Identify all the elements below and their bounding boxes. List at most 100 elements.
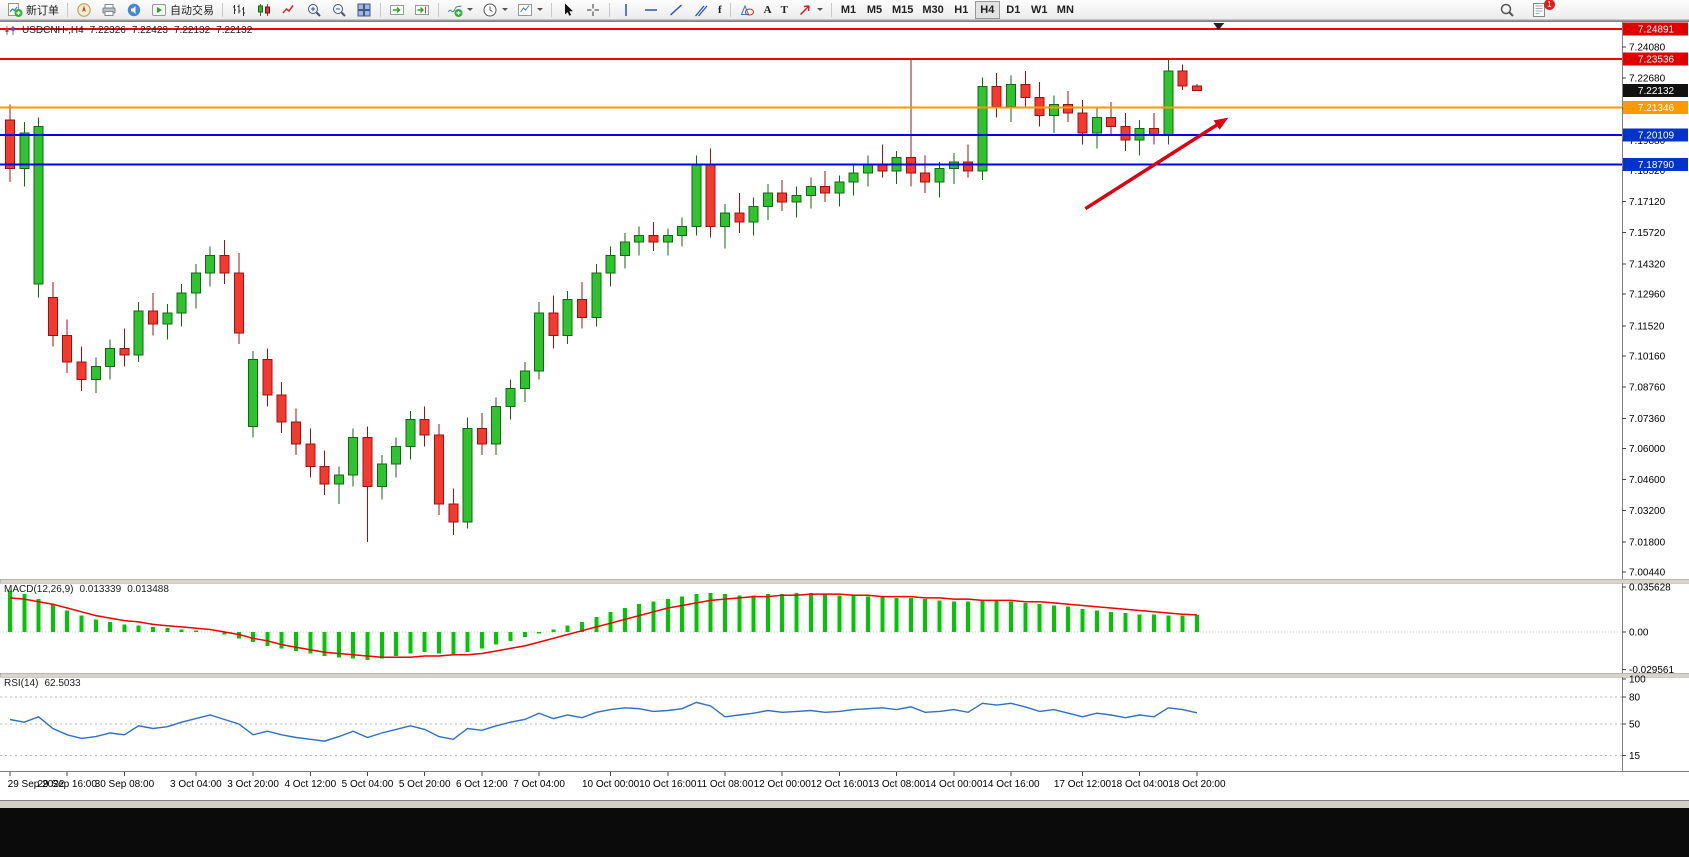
crosshair-button[interactable]: [581, 1, 605, 19]
news-badge: 1: [1544, 0, 1555, 10]
timeframe-m15[interactable]: M15: [888, 1, 917, 19]
zoom-in-icon: [308, 3, 321, 17]
auto-scroll-button[interactable]: [385, 1, 409, 19]
arrows-tool-button[interactable]: [793, 1, 827, 19]
candle-body: [548, 312, 559, 336]
search-icon: [1500, 3, 1514, 17]
candle-body: [1163, 70, 1174, 136]
template-chart-icon: [518, 3, 532, 16]
chart-canvas[interactable]: 7.240807.226807.212807.198807.185207.171…: [0, 21, 1689, 800]
timeframe-mn[interactable]: MN: [1053, 1, 1078, 19]
channel-button[interactable]: [689, 1, 713, 19]
trend-arrow-line[interactable]: [1084, 120, 1223, 211]
candle-body: [834, 181, 845, 194]
tile-windows-button[interactable]: [352, 1, 376, 19]
text-label-button[interactable]: T: [777, 1, 792, 19]
price-tag-label: 7.22132: [1638, 86, 1675, 97]
candle-body: [648, 234, 659, 243]
hline-price-tag: [1623, 128, 1688, 142]
compass-icon: [77, 2, 91, 17]
candle-body: [691, 163, 702, 227]
price-tag-label: 7.20109: [1638, 131, 1675, 142]
toolbar-separator: [729, 2, 731, 17]
price-tick-label: 7.04600: [1629, 475, 1666, 486]
candle-body: [276, 394, 287, 423]
candle-body: [1020, 83, 1031, 99]
candle-body: [305, 443, 316, 467]
templates-button[interactable]: [513, 1, 547, 19]
zoom-in-button[interactable]: [302, 1, 326, 19]
zoom-out-button[interactable]: [327, 1, 351, 19]
candle-body: [33, 126, 44, 285]
candle-body: [405, 419, 416, 447]
sound-button[interactable]: [122, 1, 146, 19]
search-button[interactable]: [1495, 1, 1519, 19]
candle-body: [333, 474, 344, 485]
candles-layer: [5, 58, 1202, 542]
panel-splitter[interactable]: [0, 672, 1689, 678]
price-tags: 7.24891 7.23536 7.22132 7.21346 7.20109 7.187…: [1623, 22, 1688, 171]
time-tick-label: 18 Oct 04:00: [1111, 779, 1169, 790]
rsi-axis-label: 80: [1629, 693, 1641, 704]
toolbar-separator: [438, 2, 439, 17]
price-tick-label: 7.03200: [1629, 506, 1666, 517]
candle-body: [233, 272, 244, 334]
fibonacci-button[interactable]: f: [714, 1, 726, 19]
candle-body: [319, 465, 330, 485]
chart-shift-button[interactable]: [410, 1, 434, 19]
bar-chart-button[interactable]: [227, 1, 251, 19]
candle-body: [176, 292, 187, 314]
cursor-button[interactable]: [556, 1, 580, 19]
candle-body: [1077, 112, 1088, 134]
autotrading-button[interactable]: 自动交易: [147, 1, 218, 19]
horizontal-line-button[interactable]: [639, 1, 663, 19]
price-axis: 7.240807.226807.212807.198807.185207.171…: [1622, 43, 1666, 579]
trend-arrow-head[interactable]: [1213, 117, 1229, 130]
candle-body: [562, 299, 573, 336]
vertical-line-button[interactable]: [614, 1, 638, 19]
arrow-tool-icon: [799, 4, 810, 15]
panel-splitter[interactable]: [0, 578, 1689, 584]
printer-button[interactable]: [97, 1, 121, 19]
time-tick-label: 29 Sep 16:00: [37, 779, 97, 790]
rsi-axis: 100 80 50 15: [1622, 675, 1646, 762]
candlestick-button[interactable]: [252, 1, 276, 19]
fibonacci-icon: f: [718, 3, 722, 16]
text-tool-button[interactable]: A: [760, 1, 776, 19]
timeframe-m30[interactable]: M30: [918, 1, 947, 19]
price-tag-label: 7.24891: [1638, 24, 1675, 35]
bar-chart-icon: [233, 4, 245, 16]
time-tick-label: 14 Oct 00:00: [925, 779, 983, 790]
timeframe-m5[interactable]: M5: [862, 1, 887, 19]
candle-body: [920, 172, 931, 183]
candle-body: [434, 434, 444, 505]
news-button[interactable]: 1: [1527, 0, 1555, 19]
macd-axis-label: -0.029561: [1629, 665, 1674, 676]
new-order-button[interactable]: 新订单: [3, 1, 63, 19]
candle-body: [462, 428, 473, 523]
trendline-button[interactable]: [664, 1, 688, 19]
indicators-button[interactable]: [443, 1, 477, 19]
timeframe-h4[interactable]: H4: [974, 0, 1000, 19]
chart-shift-marker[interactable]: [1213, 23, 1225, 30]
toolbar-separator: [380, 2, 381, 17]
timeframe-m1[interactable]: M1: [836, 1, 861, 19]
timeframe-d1[interactable]: D1: [1001, 1, 1026, 19]
compass-button[interactable]: [72, 1, 96, 19]
timeframe-w1[interactable]: W1: [1027, 1, 1052, 19]
price-tick-label: 7.14320: [1629, 259, 1666, 270]
price-tick-label: 7.22680: [1629, 74, 1666, 85]
speaker-icon: [127, 3, 141, 16]
periods-button[interactable]: [478, 1, 512, 19]
shapes-button[interactable]: [735, 1, 759, 19]
timeframe-h1[interactable]: H1: [949, 1, 974, 19]
candle-body: [1048, 103, 1059, 116]
candle-body: [419, 419, 430, 436]
candle-body: [133, 310, 144, 356]
rsi-axis-label: 50: [1629, 720, 1641, 731]
candle-body: [76, 361, 87, 381]
line-chart-button[interactable]: [277, 1, 301, 19]
time-tick-label: 3 Oct 20:00: [227, 779, 279, 790]
hline-price-tag: [1623, 157, 1688, 171]
candle-body: [762, 192, 773, 207]
